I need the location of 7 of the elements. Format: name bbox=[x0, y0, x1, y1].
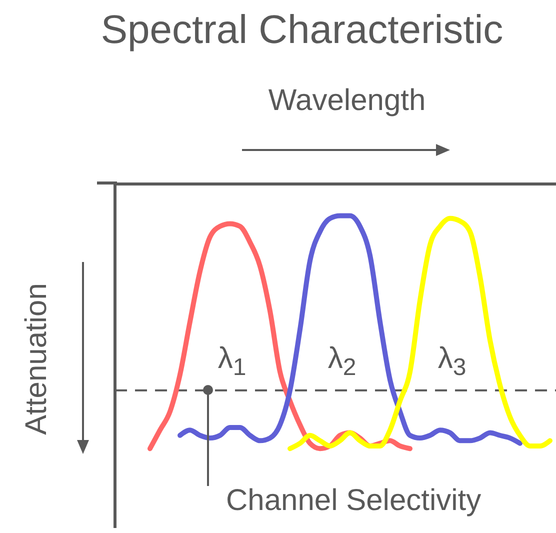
text: Channel Selectivity bbox=[226, 484, 482, 518]
series-label: λ$_{3}$ bbox=[438, 342, 466, 382]
series-label: λ$_{1}$ bbox=[218, 342, 246, 382]
y-axis-title: Attenuation bbox=[20, 282, 54, 437]
x-axis-title: Wavelength bbox=[267, 84, 427, 118]
series-label: λ$_{2}$ bbox=[328, 342, 356, 382]
chart-title: Spectral Characteristic bbox=[100, 8, 504, 53]
